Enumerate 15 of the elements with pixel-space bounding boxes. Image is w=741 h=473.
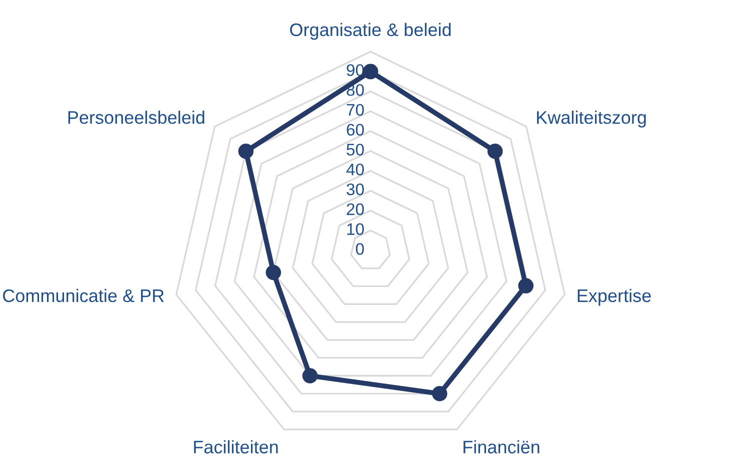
spoke-label: Organisatie & beleid: [290, 22, 451, 40]
y-tick-label: 0: [356, 243, 364, 255]
spoke-label: Expertise: [578, 288, 651, 306]
y-tick-label: 10: [347, 223, 364, 236]
spoke-label: Financiën: [464, 440, 540, 454]
y-tick-label: 20: [346, 203, 364, 216]
y-tick-label: 40: [346, 164, 364, 176]
y-tick-label: 60: [346, 124, 364, 136]
spoke-label: Communicatie & PR: [3, 288, 164, 302]
spoke-label: Personeelsbeleid: [68, 110, 204, 124]
spoke-label: Kwaliteitszorg: [537, 110, 646, 128]
spoke-label: Faciliteiten: [194, 440, 278, 454]
y-tick-label: 30: [346, 183, 364, 196]
y-tick-label: 50: [346, 144, 364, 156]
y-tick-label: 70: [346, 104, 364, 116]
